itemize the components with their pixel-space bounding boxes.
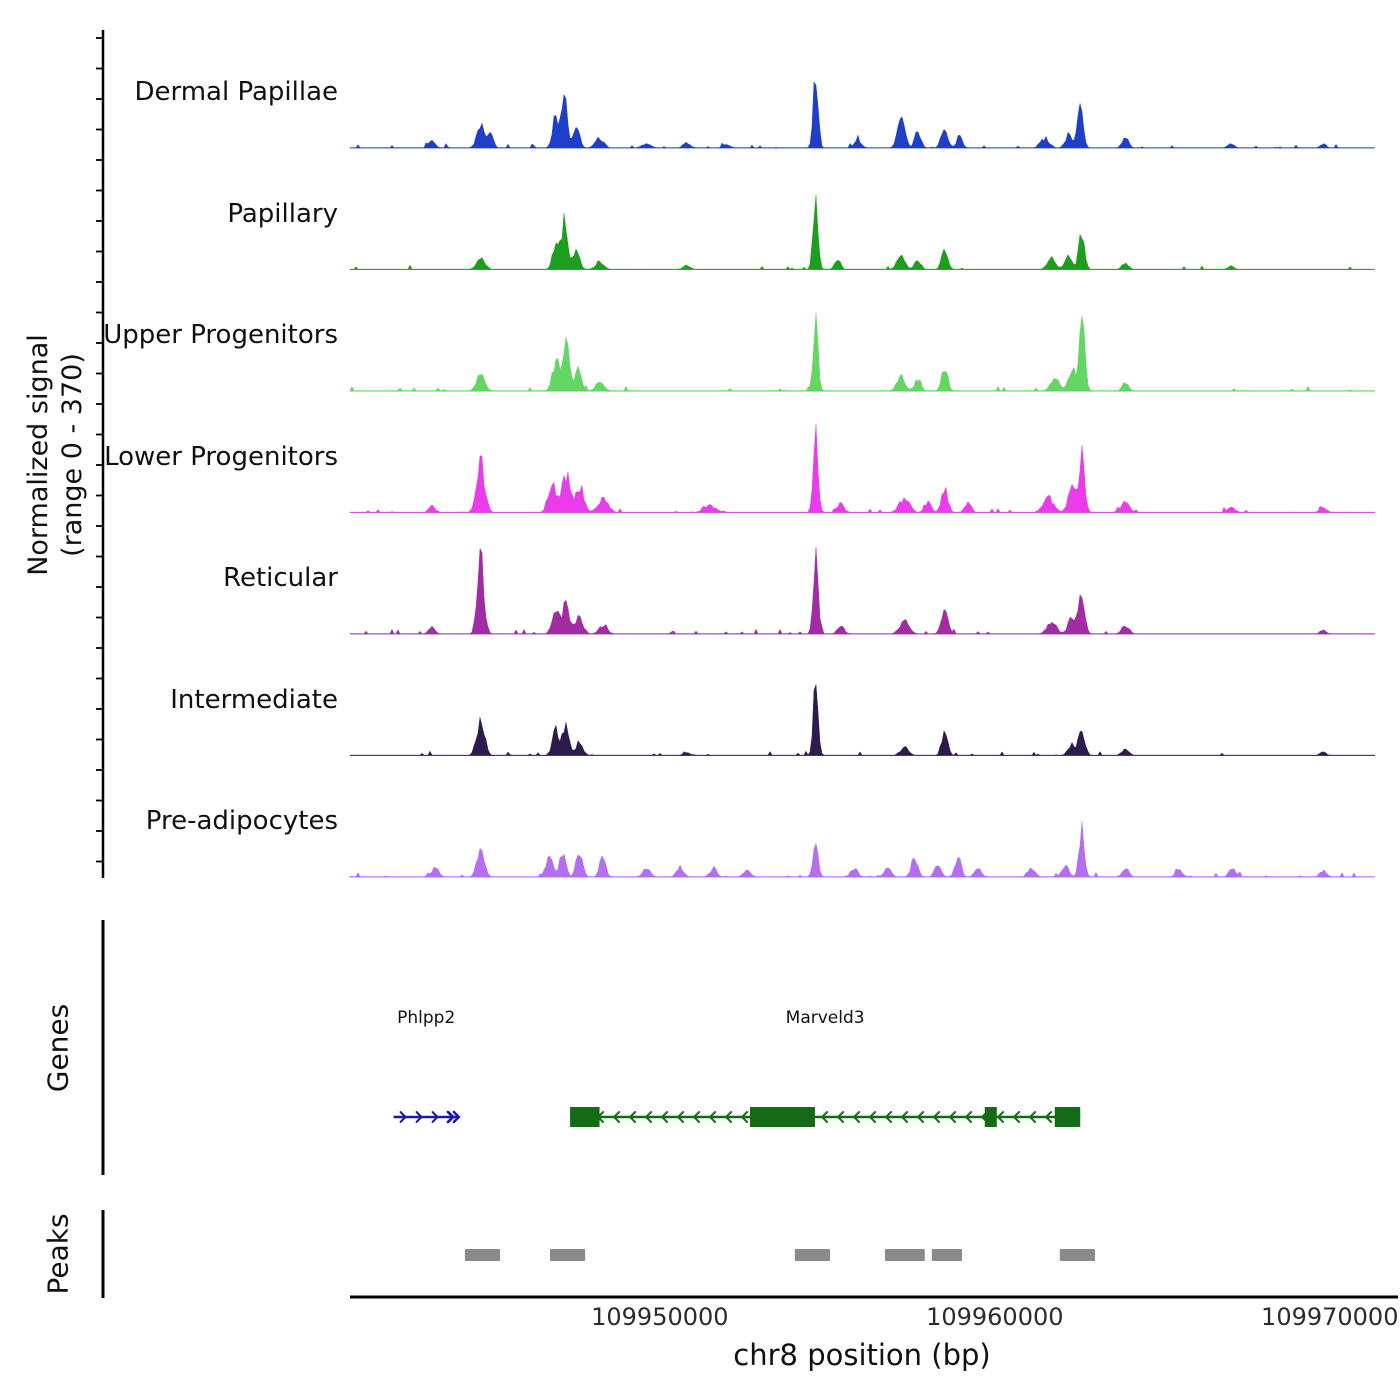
peaks-section-label: Peaks xyxy=(41,1213,75,1295)
y-axis-label: Normalized signal (range 0 - 370) xyxy=(22,334,90,576)
gene-strand-arrow xyxy=(868,1111,877,1123)
gene-strand-arrow xyxy=(740,1111,749,1123)
track-label-upper-progenitors: Upper Progenitors xyxy=(103,320,338,350)
gene-exon-marveld3 xyxy=(749,1107,815,1127)
peak-region xyxy=(549,1249,586,1261)
gene-strand-arrow xyxy=(612,1111,621,1123)
track-label-dermal-papillae: Dermal Papillae xyxy=(134,77,338,107)
signal-track-intermediate xyxy=(349,684,1376,756)
peak-region xyxy=(794,1249,831,1261)
gene-strand-arrow xyxy=(916,1111,925,1123)
gene-label-marveld3: Marveld3 xyxy=(785,1008,865,1028)
track-label-papillary: Papillary xyxy=(227,198,338,229)
gene-exon-marveld3 xyxy=(570,1107,600,1127)
gene-strand-arrow xyxy=(399,1111,407,1123)
signal-track-upper-progenitors xyxy=(349,312,1376,392)
gene-strand-arrow xyxy=(932,1111,941,1123)
gene-strand-arrow xyxy=(1028,1111,1037,1123)
signal-track-pre-adipocytes xyxy=(349,821,1376,878)
gene-strand-arrow xyxy=(948,1111,957,1123)
gene-exon-marveld3 xyxy=(1054,1107,1081,1127)
gene-strand-arrow xyxy=(628,1111,637,1123)
gene-strand-arrow xyxy=(446,1110,455,1124)
peak-region xyxy=(1059,1249,1095,1261)
gene-strand-arrow xyxy=(964,1111,973,1123)
gene-strand-arrow xyxy=(660,1111,669,1123)
gene-strand-arrow xyxy=(996,1111,1005,1123)
x-axis-title: chr8 position (bp) xyxy=(733,1338,991,1372)
track-label-lower-progenitors: Lower Progenitors xyxy=(104,441,338,472)
peak-region xyxy=(931,1249,962,1261)
gene-strand-arrow xyxy=(900,1111,909,1123)
gene-strand-arrow xyxy=(820,1111,829,1123)
gene-strand-arrow xyxy=(1012,1111,1021,1123)
x-tick-label-109960000: 109960000 xyxy=(926,1303,1064,1331)
track-label-pre-adipocytes: Pre-adipocytes xyxy=(145,806,338,836)
x-tick-label-109970000: 109970000 xyxy=(1261,1303,1399,1331)
track-label-reticular: Reticular xyxy=(223,563,338,593)
gene-strand-arrow xyxy=(708,1111,717,1123)
peak-region xyxy=(884,1249,925,1261)
gene-label-phlpp2: Phlpp2 xyxy=(397,1008,456,1028)
signal-track-reticular xyxy=(349,547,1376,635)
gene-strand-arrow xyxy=(644,1111,653,1123)
signal-track-papillary xyxy=(349,195,1376,270)
gene-strand-arrow xyxy=(692,1111,701,1123)
gene-strand-arrow xyxy=(431,1111,439,1123)
gene-exon-marveld3 xyxy=(984,1107,997,1127)
y-axis-label-line1: Normalized signal xyxy=(23,334,54,576)
gene-strand-arrow xyxy=(852,1111,861,1123)
gene-strand-arrow xyxy=(724,1111,733,1123)
gene-strand-arrow xyxy=(676,1111,685,1123)
signal-track-dermal-papillae xyxy=(349,81,1376,149)
gene-strand-arrow xyxy=(836,1111,845,1123)
gene-strand-arrow xyxy=(415,1111,423,1123)
gene-strand-arrow xyxy=(452,1110,461,1124)
track-label-intermediate: Intermediate xyxy=(170,684,338,715)
signal-track-lower-progenitors xyxy=(349,424,1376,513)
genes-section-label: Genes xyxy=(41,1003,75,1093)
y-axis-label-line2: (range 0 - 370) xyxy=(57,353,88,557)
gene-strand-arrow xyxy=(884,1111,893,1123)
x-tick-label-109950000: 109950000 xyxy=(591,1303,729,1331)
peak-region xyxy=(464,1249,501,1261)
gene-strand-arrow xyxy=(1044,1111,1053,1123)
